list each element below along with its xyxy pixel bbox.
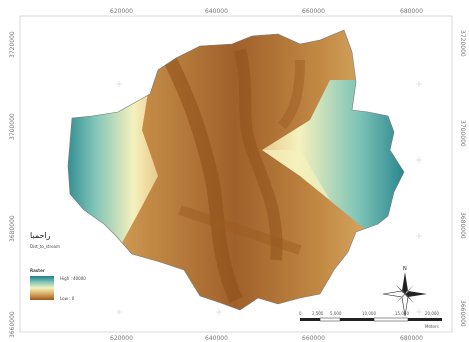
top-tick-0: 620000	[110, 8, 133, 15]
legend-heading: Raster	[30, 268, 45, 273]
map-title: راحمبا	[30, 231, 51, 240]
left-tick-0: 3720000	[9, 31, 16, 58]
scale-label-1: 2,500	[312, 311, 324, 316]
north-arrow: N	[382, 266, 427, 317]
right-tick-3: 3660000	[459, 300, 466, 327]
bottom-tick-1: 640000	[205, 335, 228, 342]
scale-label-5: 20,000	[425, 311, 439, 316]
scale-label-4: 15,000	[395, 311, 409, 316]
left-tick-3: 3660000	[9, 311, 16, 338]
bottom-tick-3: 680000	[400, 335, 423, 342]
map-subtitle: Dist_to_stream	[30, 244, 60, 249]
north-label: N	[403, 266, 407, 272]
legend-low-label: Low : 0	[60, 296, 75, 301]
left-tick-1: 3700000	[9, 113, 16, 140]
left-tick-2: 3680000	[9, 215, 16, 242]
legend: Raster High : 40000 Low : 0	[30, 268, 86, 301]
top-tick-1: 640000	[205, 8, 228, 15]
top-tick-2: 660000	[302, 8, 325, 15]
right-tick-2: 3680000	[459, 212, 466, 239]
legend-high-label: High : 40000	[60, 276, 86, 281]
right-tick-labels: 3720000 3700000 3680000 3660000	[459, 30, 466, 327]
scale-label-2: 5,000	[330, 311, 342, 316]
left-tick-labels: 3720000 3700000 3680000 3660000	[9, 31, 16, 338]
study-area-boundary	[67, 29, 405, 311]
bottom-tick-0: 620000	[110, 335, 133, 342]
bottom-tick-2: 660000	[302, 335, 325, 342]
top-tick-3: 680000	[400, 8, 423, 15]
top-tick-labels: 620000 640000 660000 680000	[110, 8, 423, 15]
right-tick-1: 3700000	[459, 120, 466, 147]
right-tick-0: 3720000	[459, 30, 466, 57]
scale-bar: 0 2,500 5,000 10,000 15,000 20,000 Meter…	[299, 311, 442, 329]
scale-unit: Meters	[425, 324, 439, 329]
legend-color-ramp	[30, 276, 54, 300]
bottom-tick-labels: 620000 640000 660000 680000	[110, 335, 423, 342]
scale-label-0: 0	[299, 311, 302, 316]
scale-label-3: 10,000	[362, 311, 376, 316]
